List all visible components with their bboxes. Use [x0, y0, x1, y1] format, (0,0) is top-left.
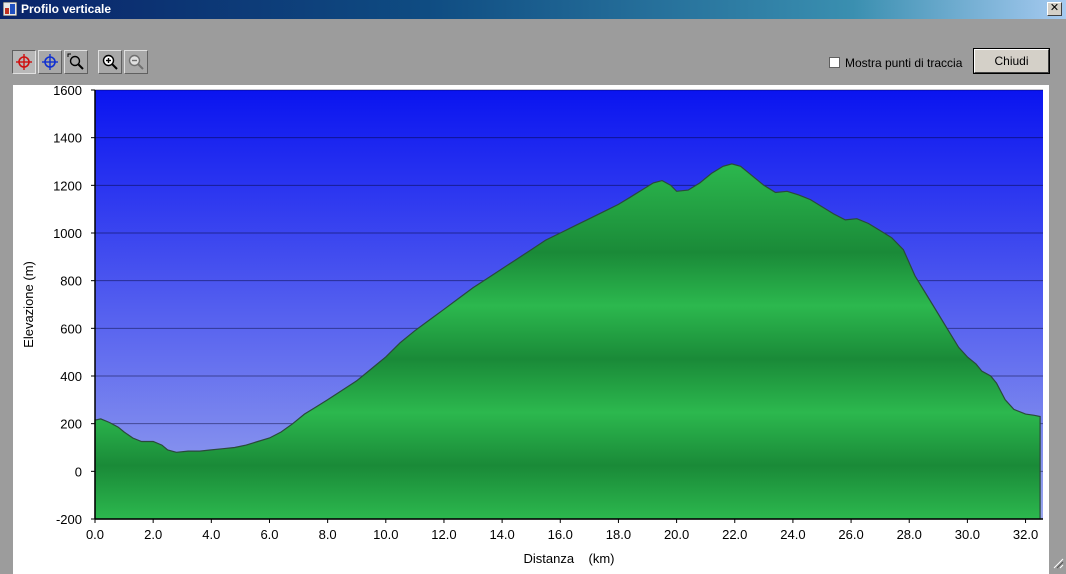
x-tick-label: 0.0: [86, 527, 104, 542]
x-axis-label: Distanza (km): [523, 551, 614, 566]
x-tick-label: 28.0: [897, 527, 922, 542]
crosshair-blue-icon: [42, 54, 58, 70]
x-tick-label: 8.0: [319, 527, 337, 542]
zoom-out-button[interactable]: [124, 50, 148, 74]
zoom-area-button[interactable]: [64, 50, 88, 74]
y-tick-label: -200: [56, 512, 82, 527]
y-tick-label: 400: [60, 369, 82, 384]
close-icon[interactable]: ✕: [1047, 2, 1062, 16]
x-tick-label: 32.0: [1013, 527, 1038, 542]
elevation-chart-panel: 1600 1400 1200 1000 800 600 400 200 0 -200 0.0 2.0 4…: [13, 85, 1049, 574]
zoom-out-icon: [128, 54, 144, 70]
zoom-in-icon: [102, 54, 118, 70]
close-button[interactable]: Chiudi: [973, 48, 1050, 74]
y-tick-label: 800: [60, 274, 82, 289]
x-tick-label: 4.0: [202, 527, 220, 542]
crosshair-red-icon: [16, 54, 32, 70]
y-tick-label: 600: [60, 321, 82, 336]
window-body: Mostra punti di traccia Chiudi: [0, 19, 1066, 574]
x-tick-label: 2.0: [144, 527, 162, 542]
crosshair-red-button[interactable]: [12, 50, 36, 74]
y-tick-label: 1400: [53, 131, 82, 146]
crosshair-blue-button[interactable]: [38, 50, 62, 74]
x-tick-label: 20.0: [664, 527, 689, 542]
elevation-chart: 1600 1400 1200 1000 800 600 400 200 0 -200 0.0 2.0 4…: [21, 85, 1043, 566]
x-tick-label: 26.0: [838, 527, 863, 542]
x-tick-label: 6.0: [260, 527, 278, 542]
resize-grip-icon[interactable]: [1052, 557, 1064, 569]
y-tick-label: 0: [75, 464, 82, 479]
zoom-area-icon: [67, 53, 84, 70]
app-icon: [3, 2, 17, 16]
x-tick-label: 30.0: [955, 527, 980, 542]
zoom-in-button[interactable]: [98, 50, 122, 74]
y-tick-label: 200: [60, 417, 82, 432]
elevation-area: [94, 163, 1041, 520]
x-tick-label: 18.0: [606, 527, 631, 542]
y-tick-label: 1000: [53, 226, 82, 241]
x-tick-label: 22.0: [722, 527, 747, 542]
title-bar: Profilo verticale ✕: [0, 0, 1066, 19]
show-trackpoints-label[interactable]: Mostra punti di traccia: [845, 56, 963, 70]
y-axis-label: Elevazione (m): [21, 261, 36, 348]
x-tick-label: 14.0: [489, 527, 514, 542]
x-tick-label: 16.0: [548, 527, 573, 542]
show-trackpoints-checkbox[interactable]: [829, 57, 840, 68]
y-tick-label: 1200: [53, 178, 82, 193]
x-tick-label: 10.0: [373, 527, 398, 542]
y-tick-label: 1600: [53, 85, 82, 98]
x-tick-label: 24.0: [780, 527, 805, 542]
window-title: Profilo verticale: [21, 2, 112, 16]
x-tick-label: 12.0: [431, 527, 456, 542]
